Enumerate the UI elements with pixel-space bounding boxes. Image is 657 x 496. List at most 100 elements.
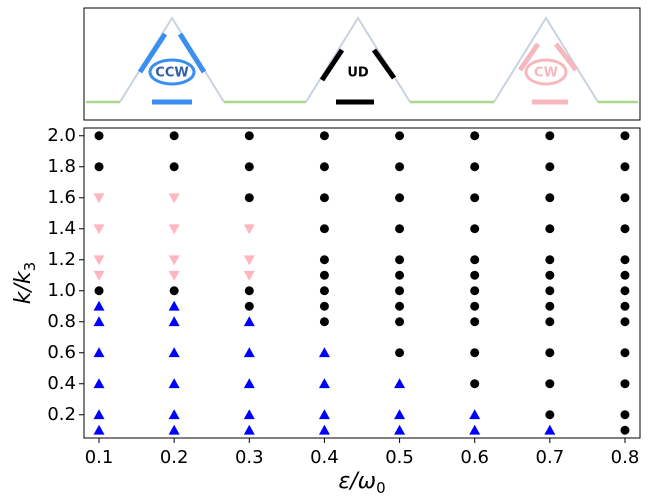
point <box>169 286 179 296</box>
cw-label: CW <box>534 66 558 81</box>
point <box>620 224 630 234</box>
point <box>545 255 555 265</box>
point <box>168 424 180 435</box>
point <box>243 316 255 327</box>
point <box>470 224 480 234</box>
point <box>545 348 555 358</box>
point <box>93 409 105 420</box>
point <box>394 409 406 420</box>
point <box>243 224 255 235</box>
point <box>319 317 329 327</box>
point <box>318 347 330 358</box>
x-tick-label: 0.5 <box>385 447 414 468</box>
point <box>395 317 405 327</box>
x-axis-label: ε/ω0 <box>338 469 385 496</box>
point <box>470 317 480 327</box>
point <box>545 224 555 234</box>
point <box>243 255 255 266</box>
point <box>470 301 480 311</box>
point <box>168 347 180 358</box>
point <box>244 162 254 172</box>
point <box>244 131 254 141</box>
point <box>545 379 555 389</box>
point <box>93 224 105 235</box>
point <box>168 270 180 281</box>
point <box>243 270 255 281</box>
point <box>620 348 630 358</box>
point <box>93 255 105 266</box>
point <box>93 193 105 204</box>
point <box>620 301 630 311</box>
x-tick-label: 0.7 <box>536 447 565 468</box>
y-tick-label: 1.8 <box>47 156 76 177</box>
point <box>318 424 330 435</box>
point <box>395 286 405 296</box>
point <box>545 162 555 172</box>
point <box>94 131 104 141</box>
point <box>620 425 630 435</box>
point <box>395 162 405 172</box>
point <box>620 317 630 327</box>
point <box>244 286 254 296</box>
point <box>319 162 329 172</box>
point <box>395 193 405 203</box>
y-tick-label: 0.8 <box>47 311 76 332</box>
y-tick-label: 1.6 <box>47 187 76 208</box>
point <box>93 300 105 311</box>
point <box>470 286 480 296</box>
y-label-sub: 3 <box>21 262 39 272</box>
x-label-main: ε/ω <box>338 469 376 494</box>
point <box>545 270 555 280</box>
y-axis-label: k/k3 <box>11 262 39 304</box>
point <box>620 131 630 141</box>
point <box>168 255 180 266</box>
point <box>545 193 555 203</box>
point <box>620 255 630 265</box>
point <box>168 409 180 420</box>
point <box>395 131 405 141</box>
x-label-sub: 0 <box>376 479 386 496</box>
y-tick-label: 0.2 <box>47 404 76 425</box>
point <box>319 286 329 296</box>
ccw-label: CCW <box>155 66 188 81</box>
point <box>545 301 555 311</box>
point <box>470 131 480 141</box>
point <box>319 301 329 311</box>
point <box>243 347 255 358</box>
point <box>243 378 255 389</box>
point <box>470 270 480 280</box>
point <box>319 193 329 203</box>
x-tick-label: 0.1 <box>85 447 114 468</box>
point <box>93 316 105 327</box>
point <box>244 193 254 203</box>
point <box>243 409 255 420</box>
point <box>93 270 105 281</box>
ud-label: UD <box>347 66 369 81</box>
point <box>470 255 480 265</box>
point <box>620 193 630 203</box>
point <box>243 424 255 435</box>
point <box>620 286 630 296</box>
x-tick-label: 0.8 <box>611 447 640 468</box>
point <box>168 224 180 235</box>
point <box>470 162 480 172</box>
point <box>93 347 105 358</box>
point <box>319 255 329 265</box>
point <box>168 193 180 204</box>
y-tick-label: 2.0 <box>47 125 76 146</box>
point <box>545 286 555 296</box>
point <box>395 270 405 280</box>
inset: CCW UD CW <box>83 7 641 121</box>
point <box>168 316 180 327</box>
point <box>620 162 630 172</box>
ccw-arrows <box>137 32 207 105</box>
point <box>470 379 480 389</box>
point <box>620 410 630 420</box>
point <box>395 301 405 311</box>
point <box>394 378 406 389</box>
point <box>395 255 405 265</box>
point <box>168 300 180 311</box>
point <box>319 270 329 280</box>
point <box>94 286 104 296</box>
y-label-main: k/k <box>11 270 36 304</box>
